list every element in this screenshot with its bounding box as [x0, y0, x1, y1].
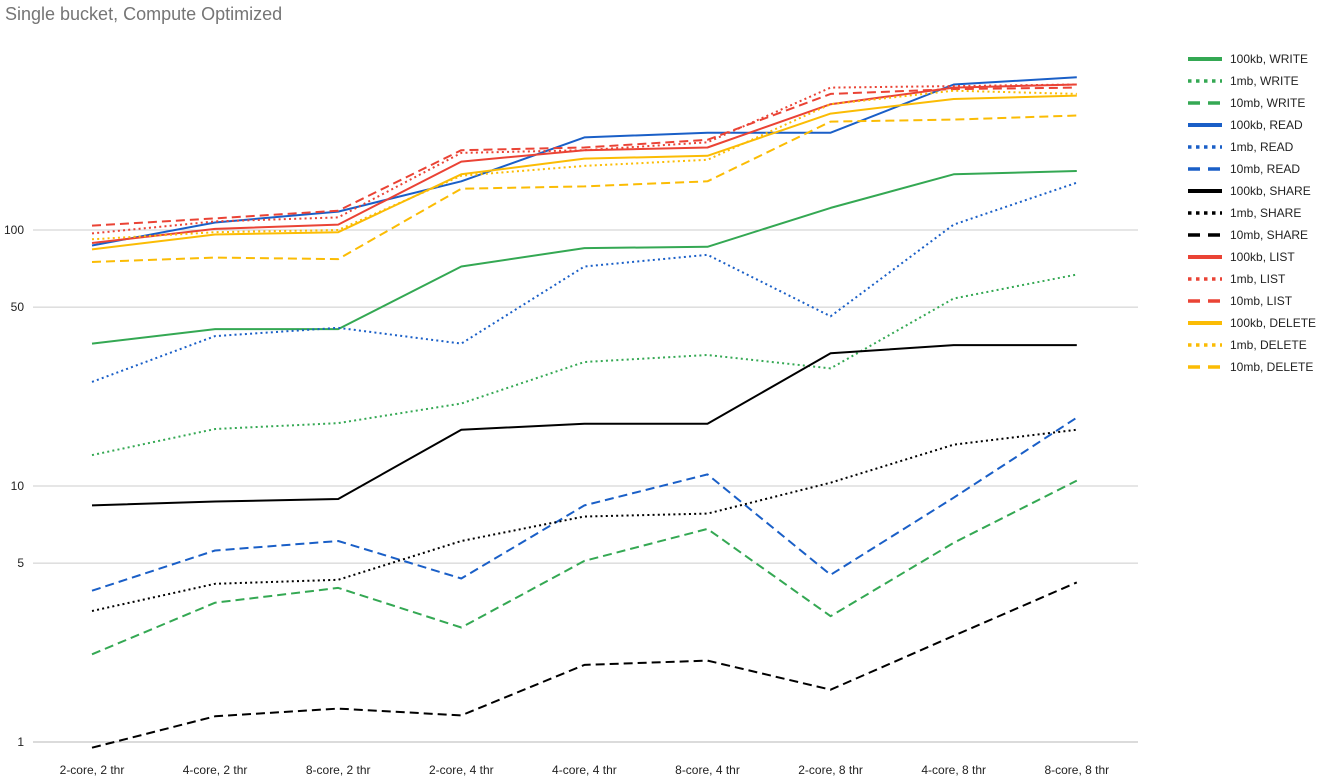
legend-label: 100kb, SHARE	[1230, 184, 1311, 198]
legend-label: 10mb, SHARE	[1230, 228, 1308, 242]
series-line	[91, 114, 1077, 263]
x-axis-ticks: 2-core, 2 thr 4-core, 2 thr 8-core, 2 thr 2…	[60, 763, 1110, 777]
series-line	[91, 181, 1078, 383]
y-tick-label: 100	[4, 223, 24, 237]
series-line	[91, 479, 1078, 656]
series-line	[91, 581, 1078, 749]
legend-label: 1mb, SHARE	[1230, 206, 1301, 220]
x-tick-label: 8-core, 2 thr	[306, 763, 371, 777]
y-axis-ticks: 1 5 10 50 100	[4, 223, 24, 749]
legend-label: 10mb, WRITE	[1230, 96, 1305, 110]
legend-label: 100kb, READ	[1230, 118, 1303, 132]
legend: 100kb, WRITE 1mb, WRITE 10mb, WRITE 100kb, …	[1188, 52, 1316, 374]
chart-title: Single bucket, Compute Optimized	[5, 4, 283, 24]
y-tick-label: 5	[17, 556, 24, 570]
legend-label: 100kb, WRITE	[1230, 52, 1308, 66]
gridlines	[33, 229, 1138, 743]
series-lines	[91, 76, 1078, 749]
legend-label: 100kb, LIST	[1230, 250, 1295, 264]
series-line	[91, 76, 1077, 247]
y-tick-label: 50	[11, 300, 25, 314]
y-tick-label: 1	[17, 735, 24, 749]
legend-label: 100kb, DELETE	[1230, 316, 1316, 330]
legend-label: 1mb, LIST	[1230, 272, 1286, 286]
series-line	[91, 86, 1077, 227]
x-tick-label: 4-core, 8 thr	[921, 763, 986, 777]
legend-label: 10mb, READ	[1230, 162, 1300, 176]
x-tick-label: 4-core, 4 thr	[552, 763, 617, 777]
legend-label: 1mb, DELETE	[1230, 338, 1307, 352]
series-line	[91, 428, 1077, 612]
x-tick-label: 8-core, 4 thr	[675, 763, 740, 777]
series-line	[91, 83, 1077, 235]
series-line	[91, 170, 1077, 345]
series-line	[91, 83, 1077, 244]
x-tick-label: 4-core, 2 thr	[183, 763, 248, 777]
x-tick-label: 2-core, 2 thr	[60, 763, 125, 777]
legend-label: 1mb, WRITE	[1230, 74, 1299, 88]
series-line	[91, 344, 1077, 507]
y-tick-label: 10	[11, 479, 25, 493]
series-line	[91, 89, 1077, 241]
x-tick-label: 8-core, 8 thr	[1044, 763, 1109, 777]
series-line	[91, 94, 1077, 251]
legend-label: 10mb, LIST	[1230, 294, 1293, 308]
series-line	[91, 273, 1077, 457]
legend-label: 1mb, READ	[1230, 140, 1294, 154]
legend-label: 10mb, DELETE	[1230, 360, 1313, 374]
series-line	[91, 416, 1078, 592]
x-tick-label: 2-core, 4 thr	[429, 763, 494, 777]
x-tick-label: 2-core, 8 thr	[798, 763, 863, 777]
